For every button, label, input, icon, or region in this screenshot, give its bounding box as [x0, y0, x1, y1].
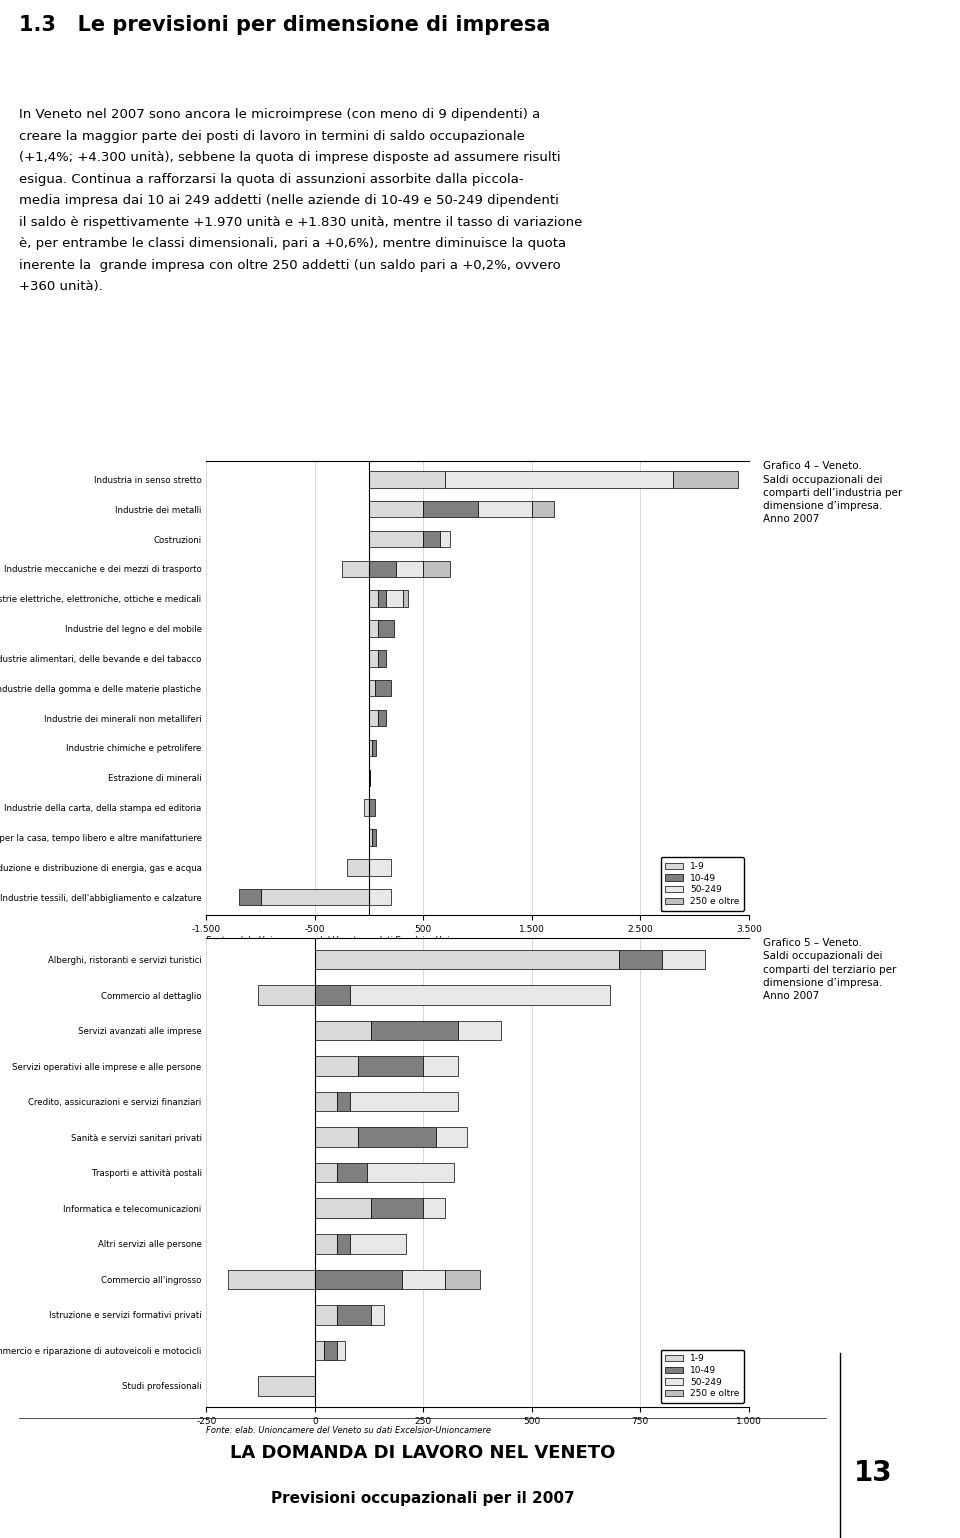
- Bar: [618, 950, 662, 969]
- Text: Grafico 4 – Veneto.
Saldi occupazionali dei
comparti dell’industria per
dimensio: Grafico 4 – Veneto. Saldi occupazionali …: [763, 461, 902, 524]
- Bar: [437, 1127, 467, 1147]
- Bar: [369, 651, 378, 666]
- Bar: [342, 561, 369, 577]
- Bar: [348, 860, 369, 875]
- Bar: [378, 711, 387, 726]
- Bar: [369, 800, 374, 815]
- Bar: [369, 531, 423, 548]
- Bar: [372, 1198, 423, 1218]
- Bar: [458, 1021, 501, 1040]
- Bar: [324, 1341, 337, 1360]
- Bar: [372, 1306, 384, 1324]
- Bar: [349, 986, 610, 1004]
- Bar: [372, 740, 375, 757]
- Bar: [315, 950, 618, 969]
- Text: In Veneto nel 2007 sono ancora le microimprese (con meno di 9 dipendenti) a
crea: In Veneto nel 2007 sono ancora le microi…: [19, 108, 583, 294]
- Bar: [315, 1269, 401, 1289]
- Text: 13: 13: [854, 1458, 893, 1487]
- Bar: [315, 986, 349, 1004]
- Bar: [387, 591, 403, 608]
- Bar: [403, 591, 408, 608]
- Bar: [369, 829, 372, 846]
- Bar: [662, 950, 706, 969]
- Bar: [440, 531, 450, 548]
- Text: Grafico 5 – Veneto.
Saldi occupazionali dei
comparti del terziario per
dimension: Grafico 5 – Veneto. Saldi occupazionali …: [763, 938, 897, 1001]
- Bar: [337, 1092, 349, 1112]
- Bar: [258, 1377, 315, 1395]
- Bar: [358, 1057, 423, 1077]
- Bar: [478, 501, 532, 517]
- Bar: [401, 1269, 445, 1289]
- Bar: [369, 860, 391, 875]
- Bar: [423, 1057, 458, 1077]
- Text: Fonte: elab. Unioncamere del Veneto su dati Excelsior-Unioncamere: Fonte: elab. Unioncamere del Veneto su d…: [206, 935, 492, 944]
- Bar: [374, 680, 391, 697]
- Legend: 1-9, 10-49, 50-249, 250 e oltre: 1-9, 10-49, 50-249, 250 e oltre: [660, 1350, 744, 1403]
- Bar: [378, 651, 387, 666]
- Bar: [445, 1269, 480, 1289]
- Bar: [337, 1163, 367, 1183]
- Bar: [369, 561, 396, 577]
- Text: Previsioni occupazionali per il 2007: Previsioni occupazionali per il 2007: [271, 1492, 574, 1506]
- Bar: [315, 1233, 337, 1253]
- Bar: [369, 711, 378, 726]
- Bar: [364, 800, 369, 815]
- Bar: [369, 620, 378, 637]
- Bar: [367, 1163, 454, 1183]
- Bar: [369, 471, 445, 488]
- Text: LA DOMANDA DI LAVORO NEL VENETO: LA DOMANDA DI LAVORO NEL VENETO: [229, 1444, 615, 1463]
- Text: 1.3   Le previsioni per dimensione di impresa: 1.3 Le previsioni per dimensione di impr…: [19, 15, 551, 35]
- Bar: [315, 1163, 337, 1183]
- Bar: [378, 591, 387, 608]
- Bar: [423, 1198, 445, 1218]
- Text: Fonte: elab. Unioncamere del Veneto su dati Excelsior-Unioncamere: Fonte: elab. Unioncamere del Veneto su d…: [206, 1426, 492, 1435]
- Bar: [258, 986, 315, 1004]
- Bar: [349, 1233, 406, 1253]
- Bar: [369, 680, 374, 697]
- Bar: [423, 501, 478, 517]
- Bar: [315, 1021, 372, 1040]
- Bar: [315, 1127, 358, 1147]
- Bar: [369, 889, 391, 906]
- Legend: 1-9, 10-49, 50-249, 250 e oltre: 1-9, 10-49, 50-249, 250 e oltre: [660, 858, 744, 910]
- Bar: [337, 1306, 372, 1324]
- Bar: [315, 1092, 337, 1112]
- Bar: [239, 889, 260, 906]
- Bar: [369, 501, 423, 517]
- Bar: [337, 1233, 349, 1253]
- Bar: [369, 591, 378, 608]
- Bar: [445, 471, 673, 488]
- Bar: [423, 531, 440, 548]
- Bar: [378, 620, 394, 637]
- Bar: [423, 561, 450, 577]
- Bar: [337, 1341, 346, 1360]
- Bar: [673, 471, 738, 488]
- Bar: [372, 1021, 458, 1040]
- Bar: [358, 1127, 437, 1147]
- Bar: [315, 1198, 372, 1218]
- Bar: [228, 1269, 315, 1289]
- Bar: [369, 740, 372, 757]
- Bar: [349, 1092, 458, 1112]
- Bar: [315, 1341, 324, 1360]
- Bar: [532, 501, 554, 517]
- Bar: [315, 1057, 358, 1077]
- Bar: [396, 561, 423, 577]
- Bar: [260, 889, 369, 906]
- Bar: [315, 1306, 337, 1324]
- Bar: [372, 829, 375, 846]
